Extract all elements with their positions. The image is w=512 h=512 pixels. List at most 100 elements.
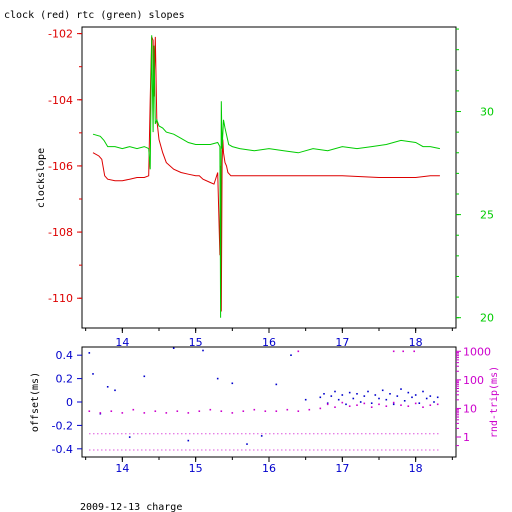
scatter-point-rnd-trip <box>176 410 179 412</box>
scatter-point-offset <box>433 401 435 403</box>
scatter-point-rnd-trip <box>341 401 344 404</box>
scatter-point-rnd-trip <box>407 405 410 407</box>
scatter-point-rnd-trip <box>402 350 404 353</box>
scatter-point-rnd-trip <box>88 410 91 412</box>
top-x-tick-label: 17 <box>335 336 349 349</box>
scatter-point-offset <box>172 347 175 349</box>
scatter-point-rnd-trip <box>436 403 439 406</box>
scatter-point-rnd-trip <box>253 408 256 411</box>
scatter-point-rnd-trip <box>231 412 234 414</box>
scatter-point-offset <box>326 402 329 404</box>
bottom-y-tick-label: 0.4 <box>56 349 74 362</box>
scatter-point-offset <box>400 388 402 390</box>
scatter-point-offset <box>381 389 384 392</box>
scatter-point-offset <box>392 403 395 406</box>
bottom-y-axis-label-left: offset(ms) <box>30 372 41 432</box>
scatter-point-rnd-trip <box>121 412 124 414</box>
scatter-point-offset <box>356 393 358 395</box>
scatter-point-offset <box>374 394 377 396</box>
bottom-y-tick-label: -0.2 <box>52 419 73 432</box>
scatter-point-rnd-trip <box>363 402 366 405</box>
top-y-ticks-left: -102 -104 -106 -108 -110 <box>48 28 82 305</box>
scatter-point-rnd-trip <box>297 410 300 412</box>
scatter-point-offset <box>106 386 109 388</box>
scatter-point-rnd-trip <box>348 405 351 407</box>
scatter-point-offset <box>418 402 421 404</box>
scatter-point-offset <box>359 401 362 403</box>
scatter-point-offset <box>341 394 344 396</box>
bottom-x-tick-label: 14 <box>115 462 129 475</box>
scatter-point-offset <box>352 397 355 400</box>
top-x-tick-label: 16 <box>262 336 276 349</box>
scatter-point-rnd-trip <box>242 410 245 412</box>
chart-footer: 2009-12-13 charge <box>80 502 182 512</box>
scatter-point-offset <box>330 395 333 397</box>
scatter-point-offset <box>348 391 351 394</box>
top-y-tick-label: -102 <box>48 28 73 41</box>
scatter-point-offset <box>334 390 336 393</box>
bottom-y-right-tick-label: 1 <box>463 431 470 444</box>
scatter-point-rnd-trip <box>308 408 311 411</box>
scatter-point-rnd-trip <box>326 403 329 406</box>
bottom-y-tick-label: -0.4 <box>52 443 73 456</box>
scatter-point-rnd-trip <box>275 410 278 412</box>
bottom-series-group <box>88 347 442 451</box>
bottom-panel: 14 15 16 17 18 0.4 0.2 0 -0.2 -0.4 1000 100 10 1 of… <box>30 345 500 475</box>
scatter-point-offset <box>429 395 432 397</box>
scatter-point-offset <box>385 398 388 401</box>
scatter-point-offset <box>378 397 380 400</box>
scatter-point-rnd-trip <box>334 406 336 408</box>
scatter-point-rnd-trip <box>198 410 201 412</box>
scatter-point-rnd-trip <box>378 403 380 406</box>
bottom-x-tick-label: 18 <box>409 462 423 475</box>
chart-title: clock (red) rtc (green) slopes <box>4 10 185 21</box>
scatter-point-offset <box>187 439 190 442</box>
scatter-point-offset <box>128 436 131 438</box>
bottom-plot-frame <box>81 346 457 458</box>
bottom-y-right-tick-label: 100 <box>463 374 484 387</box>
scatter-point-rnd-trip <box>132 408 135 411</box>
bottom-x-tick-label: 17 <box>335 462 349 475</box>
scatter-point-offset <box>92 373 94 375</box>
scatter-point-rnd-trip <box>392 350 395 353</box>
scatter-point-rnd-trip <box>414 402 417 405</box>
scatter-point-offset <box>88 352 91 354</box>
scatter-point-offset <box>370 402 373 404</box>
scatter-point-rnd-trip <box>110 410 113 412</box>
scatter-point-rnd-trip <box>400 404 402 406</box>
scatter-point-offset <box>319 396 322 399</box>
top-x-tick-label: 14 <box>115 336 129 349</box>
scatter-point-offset <box>396 395 399 397</box>
scatter-point-offset <box>414 394 417 396</box>
scatter-point-offset <box>337 398 340 401</box>
scatter-point-offset <box>403 400 406 402</box>
scatter-point-offset <box>411 396 413 399</box>
top-y-tick-label: -108 <box>48 226 73 239</box>
scatter-point-offset <box>367 390 369 393</box>
scatter-point-offset <box>363 395 366 397</box>
scatter-point-offset <box>216 377 219 380</box>
scatter-point-rnd-trip <box>385 405 388 407</box>
scatter-point-rnd-trip <box>422 406 424 408</box>
scatter-point-offset <box>323 393 325 395</box>
bottom-y-tick-label: 0.2 <box>56 373 74 386</box>
scatter-point-rnd-trip <box>220 410 223 412</box>
scatter-point-offset <box>275 383 278 386</box>
scatter-point-rnd-trip <box>154 410 157 412</box>
bottom-y-tick-label: 0 <box>66 396 73 409</box>
top-y-axis-label: clockslope <box>36 148 47 208</box>
scatter-point-rnd-trip <box>264 410 267 412</box>
scatter-point-offset <box>407 391 410 394</box>
top-x-ticks: 14 15 16 17 18 <box>85 328 453 349</box>
top-y-tick-label: -106 <box>48 160 73 173</box>
scatter-point-rnd-trip <box>319 407 322 410</box>
scatter-point-offset <box>304 398 307 401</box>
scatter-point-offset <box>436 396 439 399</box>
scatter-point-offset <box>143 375 146 378</box>
bottom-y-ticks-right: 1000 100 10 1 <box>456 345 491 447</box>
scatter-point-offset <box>114 389 116 392</box>
scatter-point-offset <box>425 397 428 400</box>
top-y-tick-label: -104 <box>48 94 73 107</box>
top-x-tick-label: 15 <box>189 336 203 349</box>
